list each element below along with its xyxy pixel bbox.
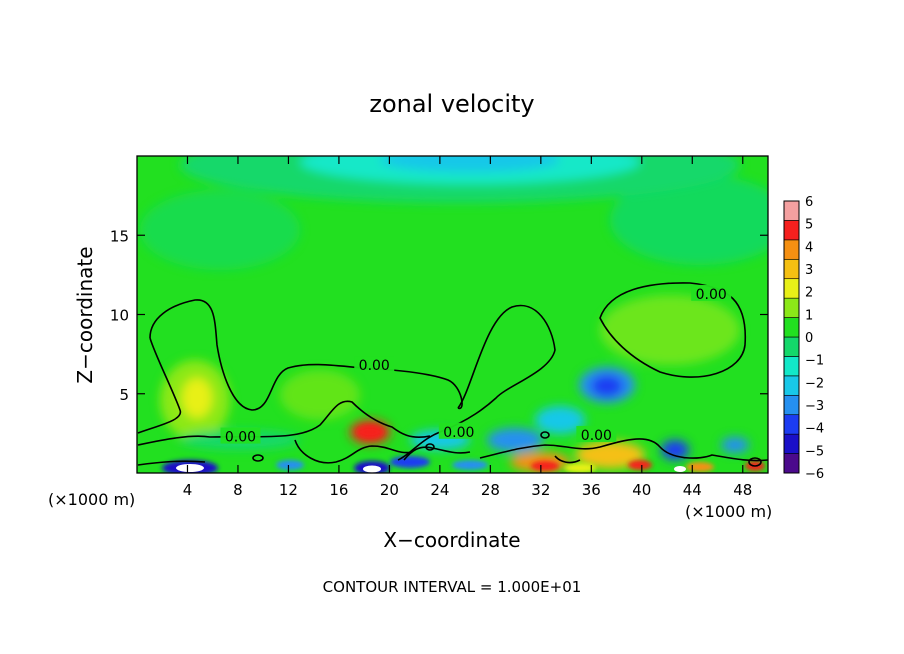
x-tick-label: 20 <box>380 481 399 499</box>
colorbar-label: −4 <box>805 422 824 437</box>
colorbar-swatch <box>783 433 800 454</box>
colorbar-swatch <box>783 239 800 260</box>
colorbar-swatch <box>783 414 800 435</box>
colorbar-label: −1 <box>805 354 824 369</box>
colorbar-label: 6 <box>805 195 813 210</box>
colorbar-frame <box>783 200 800 474</box>
contour-label: 0.00 <box>225 430 256 446</box>
contour-label: 0.00 <box>443 425 474 441</box>
contour-label: 0.00 <box>359 358 390 374</box>
colorbar-swatch <box>783 258 800 280</box>
colorbar-swatch <box>783 453 800 474</box>
contour-label-bg <box>691 284 732 301</box>
x-unit-label: (×1000 m) <box>48 490 135 509</box>
colorbar-label: −5 <box>805 444 824 459</box>
y-tick-label: 5 <box>119 386 129 404</box>
x-tick-label: 24 <box>430 481 449 499</box>
colorbar: 6 5 4 3 2 1 0 −1 −2 −3 −4 −5 −6 <box>783 195 824 482</box>
x-tick-label: 32 <box>531 481 550 499</box>
plot-area <box>137 156 768 473</box>
colorbar-swatch <box>783 297 800 318</box>
contour-label-bg <box>576 425 617 442</box>
colorbar-label: −6 <box>805 467 824 482</box>
x-axis-label: X−coordinate <box>383 528 520 552</box>
contour-interval-note: CONTOUR INTERVAL = 1.000E+01 <box>323 578 582 596</box>
y-axis: 5 10 15 <box>110 227 768 404</box>
x-tick-label: 28 <box>481 481 500 499</box>
colorbar-label: 4 <box>805 240 813 255</box>
contour-label: 0.00 <box>696 287 727 303</box>
chart-title: zonal velocity <box>369 90 534 118</box>
colorbar-label: 2 <box>805 286 813 301</box>
x-tick-label: 12 <box>279 481 298 499</box>
colorbar-swatch <box>783 200 800 221</box>
colorbar-swatch <box>783 278 800 299</box>
colorbar-label: 5 <box>805 218 813 233</box>
y-axis-label: Z−coordinate <box>73 246 97 383</box>
colorbar-label: 3 <box>805 263 813 278</box>
contour-labels: 0.00 0.00 0.00 0.00 0.00 <box>220 284 732 446</box>
x-tick-label: 40 <box>632 481 651 499</box>
colorbar-swatch <box>783 317 800 338</box>
x-tick-label: 44 <box>683 481 702 499</box>
colorbar-swatch <box>783 375 800 396</box>
y-tick-label: 15 <box>110 227 129 245</box>
contour-lines <box>137 282 768 467</box>
colorbar-swatch <box>783 336 800 357</box>
colorbar-label: −2 <box>805 376 824 391</box>
x-unit-label-right: (×1000 m) <box>685 502 772 521</box>
colorbar-swatch <box>783 220 800 241</box>
contour-label-bg <box>354 356 395 373</box>
x-tick-label: 48 <box>733 481 752 499</box>
contour-label: 0.00 <box>581 428 612 444</box>
x-tick-label: 8 <box>233 481 243 499</box>
colorbar-swatch <box>783 356 800 377</box>
y-tick-label: 10 <box>110 307 129 325</box>
colorbar-label: 0 <box>805 331 813 346</box>
colorbar-swatch <box>783 394 800 416</box>
x-tick-label: 16 <box>329 481 348 499</box>
x-axis: 4 8 12 16 20 24 28 32 36 40 44 48 <box>183 156 752 499</box>
contour-label-bg <box>220 427 261 444</box>
x-tick-label: 4 <box>183 481 193 499</box>
colorbar-label: 1 <box>805 308 813 323</box>
colorbar-label: −3 <box>805 399 824 414</box>
contour-label-bg <box>438 422 479 439</box>
x-tick-label: 36 <box>582 481 601 499</box>
